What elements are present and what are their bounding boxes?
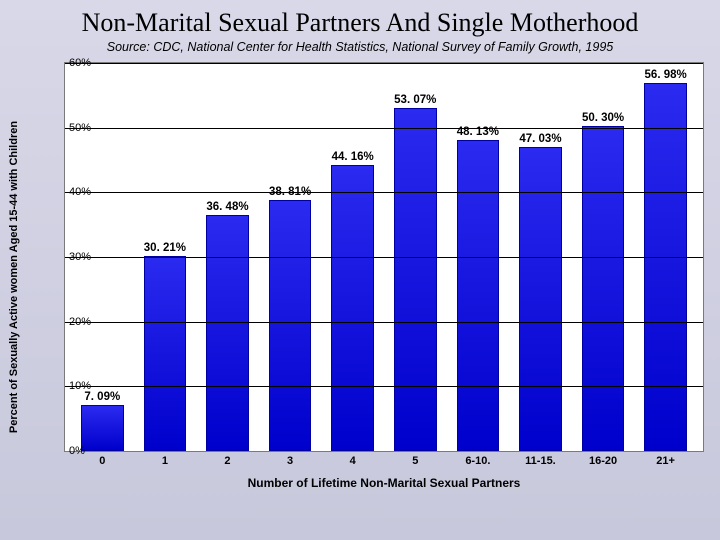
bar-value-label: 30. 21% (144, 242, 186, 254)
x-tick-label: 16-20 (572, 455, 635, 467)
chart-area: Percent of Sexually Active women Aged 15… (28, 62, 708, 492)
y-tick-label: 10% (69, 380, 91, 392)
x-tick-label: 4 (321, 455, 384, 467)
grid-line (65, 192, 703, 193)
bar-value-label: 56. 98% (645, 69, 687, 81)
bar (206, 215, 249, 451)
bar (331, 165, 374, 451)
bar-value-label: 44. 16% (332, 151, 374, 163)
y-tick-label: 60% (69, 57, 91, 69)
x-tick-label: 2 (196, 455, 259, 467)
bar (144, 256, 187, 451)
x-tick-label: 11-15. (509, 455, 572, 467)
bar (81, 405, 124, 451)
bar-value-label: 36. 48% (206, 201, 248, 213)
chart-title: Non-Marital Sexual Partners And Single M… (0, 0, 720, 38)
bar-value-label: 50. 30% (582, 112, 624, 124)
grid-line (65, 128, 703, 129)
y-tick-label: 50% (69, 122, 91, 134)
bar-value-label: 47. 03% (519, 133, 561, 145)
bar (457, 140, 500, 451)
y-tick-label: 20% (69, 316, 91, 328)
bar-value-label: 53. 07% (394, 94, 436, 106)
x-axis-label: Number of Lifetime Non-Marital Sexual Pa… (64, 476, 704, 490)
chart-subtitle: Source: CDC, National Center for Health … (0, 38, 720, 60)
x-tick-label: 21+ (634, 455, 697, 467)
x-tick-label: 3 (259, 455, 322, 467)
y-tick-label: 40% (69, 186, 91, 198)
y-axis-label: Percent of Sexually Active women Aged 15… (8, 121, 20, 433)
x-tick-label: 6-10. (447, 455, 510, 467)
y-tick-label: 0% (69, 445, 85, 457)
bar (582, 126, 625, 451)
x-tick-label: 5 (384, 455, 447, 467)
bar (269, 200, 312, 451)
bar (644, 83, 687, 451)
bar (394, 108, 437, 451)
grid-line (65, 322, 703, 323)
x-tick-label: 1 (134, 455, 197, 467)
grid-line (65, 63, 703, 64)
grid-line (65, 257, 703, 258)
y-tick-label: 30% (69, 251, 91, 263)
grid-line (65, 386, 703, 387)
plot-area: 7. 09%030. 21%136. 48%238. 81%344. 16%45… (64, 62, 704, 452)
bar-value-label: 7. 09% (84, 391, 120, 403)
